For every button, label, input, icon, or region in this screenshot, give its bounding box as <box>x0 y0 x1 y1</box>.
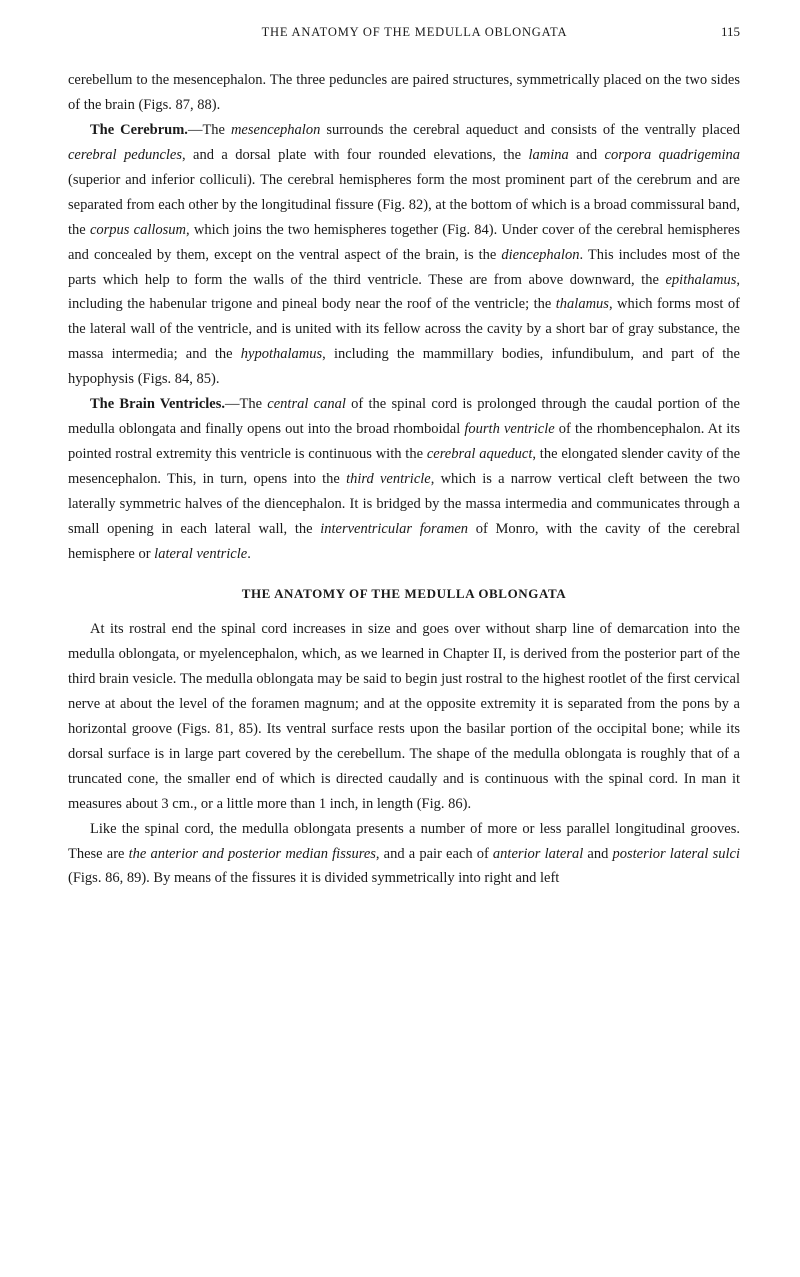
paragraph-cerebrum: The Cerebrum.—The mesencephalon surround… <box>68 118 740 392</box>
text-run: (Figs. 86, 89). By means of the fissures… <box>68 870 559 886</box>
italic-term: cerebral peduncles <box>68 147 182 163</box>
running-header-title: THE ANATOMY OF THE MEDULLA OBLONGATA <box>108 25 721 40</box>
text-run: —The <box>188 122 231 138</box>
paragraph-continuation: cerebellum to the mesencephalon. The thr… <box>68 68 740 118</box>
text-run: cerebellum to the mesencephalon. The thr… <box>68 72 740 113</box>
paragraph-medulla-2: Like the spinal cord, the medulla oblong… <box>68 817 740 892</box>
italic-term: epithal­amus <box>665 272 736 288</box>
text-run: , and a dorsal plate with four rounded e… <box>182 147 528 163</box>
italic-term: fourth ventricle <box>464 421 554 437</box>
italic-term: third ventricle <box>346 471 431 487</box>
page-number: 115 <box>721 24 740 40</box>
italic-term: hypothalamus <box>241 346 322 362</box>
text-run: and <box>583 846 612 862</box>
italic-term: corpus callosum <box>90 222 186 238</box>
italic-term: thalamus <box>556 296 609 312</box>
section-heading: THE ANATOMY OF THE MEDULLA OBLONGATA <box>68 583 740 605</box>
italic-term: central canal <box>267 396 346 412</box>
text-run: —The <box>225 396 267 412</box>
italic-term: corpora quadrigemina <box>605 147 741 163</box>
italic-term: the anterior and posterior median fissur… <box>129 846 376 862</box>
inline-heading: The Brain Ventricles. <box>90 396 225 412</box>
text-run: . <box>247 546 251 562</box>
page-header: THE ANATOMY OF THE MEDULLA OBLONGATA 115 <box>68 24 740 40</box>
italic-term: interventricular foramen <box>320 521 468 537</box>
italic-term: anterior lateral <box>493 846 583 862</box>
italic-term: mesencephalon <box>231 122 320 138</box>
body-text-container: cerebellum to the mesencephalon. The thr… <box>68 68 740 891</box>
italic-term: cerebral aqueduct <box>427 446 533 462</box>
text-run: surrounds the cerebral aqueduct and cons… <box>320 122 740 138</box>
italic-term: lateral ventricle <box>154 546 247 562</box>
text-run: At its rostral end the spinal cord incre… <box>68 621 740 812</box>
paragraph-medulla-1: At its rostral end the spinal cord incre… <box>68 617 740 817</box>
paragraph-ventricles: The Brain Ventricles.—The central canal … <box>68 392 740 567</box>
italic-term: lamina <box>528 147 568 163</box>
text-run: , and a pair each of <box>376 846 493 862</box>
text-run: and <box>569 147 605 163</box>
italic-term: posterior lateral sulci <box>612 846 740 862</box>
italic-term: diencephalon <box>501 247 579 263</box>
inline-heading: The Cerebrum. <box>90 122 188 138</box>
